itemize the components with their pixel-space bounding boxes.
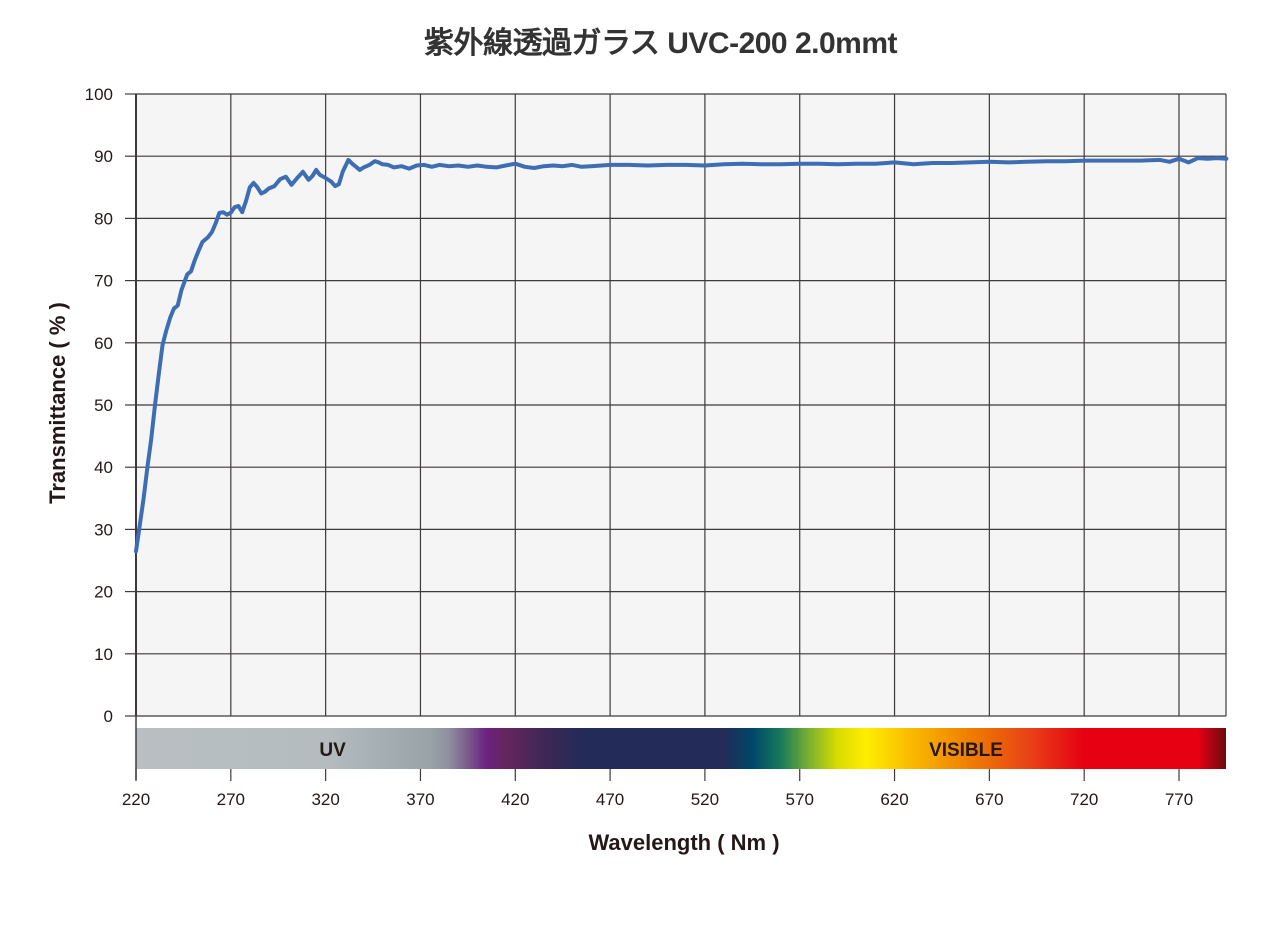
x-tick-label: 370	[406, 790, 434, 809]
y-tick-label: 100	[85, 85, 113, 104]
y-tick-label: 80	[94, 209, 113, 228]
x-tick-label: 320	[311, 790, 339, 809]
x-tick-label: 220	[122, 790, 150, 809]
y-tick-label: 50	[94, 396, 113, 415]
grid-lines	[135, 93, 1227, 717]
y-tick-label: 10	[94, 645, 113, 664]
chart-title: 紫外線透過ガラス UVC-200 2.0mmt	[424, 27, 898, 60]
x-tick-label: 520	[691, 790, 719, 809]
x-tick-label: 620	[880, 790, 908, 809]
x-axis-ticks: 220 270 320 370 420 470 520 570 620 670 720 770	[122, 716, 1193, 809]
x-tick-label: 570	[786, 790, 814, 809]
spectrum-label: VISIBLE	[929, 740, 1003, 761]
x-tick-label: 420	[501, 790, 529, 809]
spectrum-band: UV VISIBLE	[136, 728, 1226, 769]
x-tick-label: 670	[975, 790, 1003, 809]
y-axis-ticks: 0 10 20 30 40 50 60 70 80 90 100	[85, 85, 136, 726]
y-tick-label: 0	[104, 707, 113, 726]
spectrum-label: UV	[319, 740, 346, 761]
x-tick-label: 470	[596, 790, 624, 809]
x-tick-label: 270	[217, 790, 245, 809]
y-tick-label: 20	[94, 583, 113, 602]
x-tick-label: 720	[1070, 790, 1098, 809]
x-tick-label: 770	[1165, 790, 1193, 809]
y-tick-label: 60	[94, 334, 113, 353]
x-axis-label: Wavelength ( Nm )	[588, 830, 780, 855]
y-tick-label: 70	[94, 272, 113, 291]
transmittance-curve	[134, 156, 1229, 554]
y-tick-label: 40	[94, 458, 113, 477]
y-tick-label: 90	[94, 147, 113, 166]
y-tick-label: 30	[94, 520, 113, 539]
